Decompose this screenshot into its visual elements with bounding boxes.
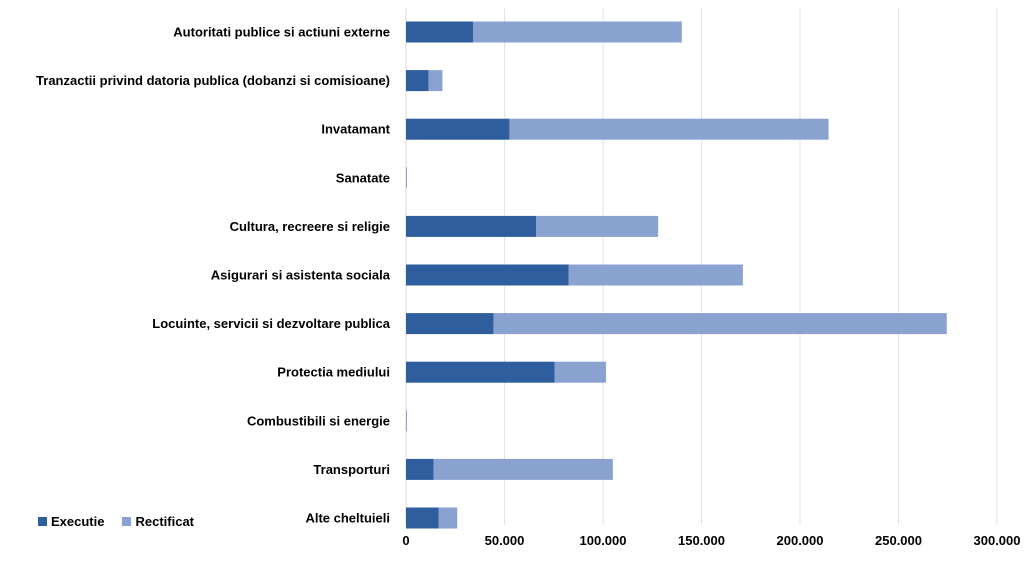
legend-label-executie: Executie <box>51 514 105 529</box>
bar-rectificat-3 <box>406 167 407 189</box>
bar-rectificat-0 <box>472 21 682 43</box>
category-label: Transporturi <box>313 462 390 477</box>
legend-swatch-executie <box>38 517 47 526</box>
category-label: Invatamant <box>321 122 390 137</box>
bar-rectificat-4 <box>536 215 659 237</box>
bar-rectificat-2 <box>509 118 829 140</box>
category-label: Locuinte, servicii si dezvoltare publica <box>152 316 390 331</box>
bar-executie-0 <box>406 21 473 43</box>
bar-rectificat-7 <box>554 361 606 383</box>
legend-item-executie: Executie <box>38 514 104 529</box>
x-tick-label: 250.000 <box>875 533 922 548</box>
category-label: Protectia mediului <box>277 365 390 380</box>
bar-executie-6 <box>406 313 494 335</box>
category-label: Tranzactii privind datoria publica (doba… <box>36 73 390 88</box>
legend: Executie Rectificat <box>38 514 212 529</box>
bar-rectificat-10 <box>438 507 458 529</box>
bar-rectificat-6 <box>493 313 947 335</box>
bar-executie-9 <box>406 458 434 480</box>
category-label: Sanatate <box>336 170 390 185</box>
category-label: Combustibili si energie <box>247 413 390 428</box>
bar-executie-2 <box>406 118 510 140</box>
category-label: Cultura, recreere si religie <box>230 219 390 234</box>
bar-rectificat-9 <box>433 458 613 480</box>
legend-swatch-rectificat <box>122 517 132 526</box>
bar-executie-7 <box>406 361 555 383</box>
legend-label-rectificat: Rectificat <box>135 514 195 529</box>
x-tick-label: 0 <box>402 533 409 548</box>
bar-rectificat-1 <box>428 70 443 92</box>
bar-rectificat-5 <box>568 264 743 286</box>
bar-executie-5 <box>406 264 569 286</box>
x-tick-label: 100.000 <box>580 533 627 548</box>
bar-executie-1 <box>406 70 429 92</box>
legend-item-rectificat: Rectificat <box>122 514 194 529</box>
x-tick-label: 200.000 <box>777 533 824 548</box>
x-tick-label: 150.000 <box>678 533 725 548</box>
x-tick-label: 300.000 <box>974 533 1021 548</box>
category-label: Asigurari si asistenta sociala <box>211 268 391 283</box>
bar-executie-4 <box>406 215 537 237</box>
bar-executie-10 <box>406 507 439 529</box>
category-label: Alte cheltuieli <box>305 511 390 526</box>
x-tick-label: 50.000 <box>485 533 525 548</box>
category-label: Autoritati publice si actiuni externe <box>173 25 390 40</box>
bar-rectificat-8 <box>406 410 407 432</box>
